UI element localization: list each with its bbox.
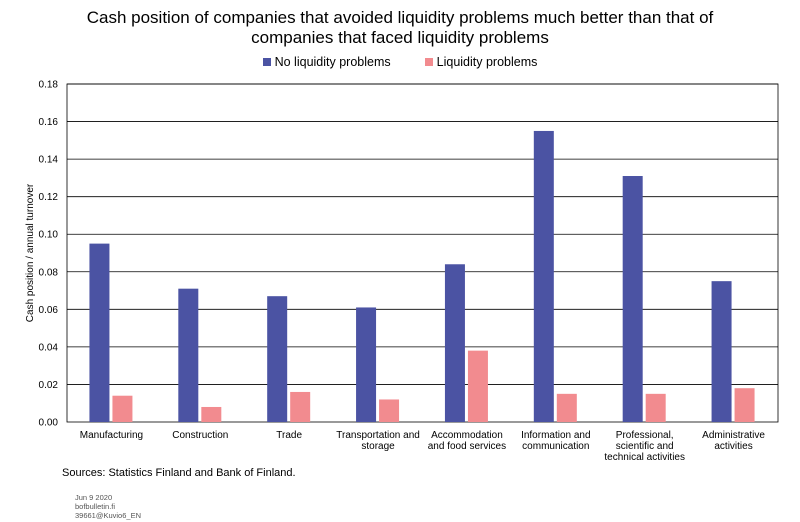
category-label: and food services xyxy=(428,441,506,452)
category-label: communication xyxy=(522,441,589,452)
bar-no-liquidity-problems-5 xyxy=(533,130,554,422)
chart-title-line-1: Cash position of companies that avoided … xyxy=(86,8,714,27)
category-label: Construction xyxy=(172,430,228,441)
legend-label-no-liquidity-problems: No liquidity problems xyxy=(274,55,391,69)
category-label: Administrative xyxy=(702,430,765,441)
y-tick-label: 0.18 xyxy=(39,80,59,91)
bar-liquidity-problems-0 xyxy=(112,395,133,422)
bar-liquidity-problems-3 xyxy=(379,399,400,422)
bar-no-liquidity-problems-0 xyxy=(89,243,110,422)
y-tick-label: 0.12 xyxy=(39,192,59,203)
legend-swatch-liquidity-problems xyxy=(424,58,433,66)
category-label: Information and xyxy=(521,430,591,441)
category-label: technical activities xyxy=(604,452,685,463)
chart-title-line-2: companies that faced liquidity problems xyxy=(251,28,549,47)
bar-no-liquidity-problems-7 xyxy=(711,281,732,422)
bar-no-liquidity-problems-6 xyxy=(622,176,643,422)
category-label: activities xyxy=(714,441,752,452)
bar-liquidity-problems-2 xyxy=(290,391,311,422)
source-note: Sources: Statistics Finland and Bank of … xyxy=(62,467,296,479)
meta-date: Jun 9 2020 xyxy=(75,493,113,502)
y-tick-label: 0.10 xyxy=(39,230,59,241)
y-tick-label: 0.00 xyxy=(39,418,59,429)
meta-code: 39661@Kuvio6_EN xyxy=(75,511,141,520)
y-tick-label: 0.16 xyxy=(39,117,59,128)
bar-no-liquidity-problems-4 xyxy=(444,264,465,422)
meta-info: Jun 9 2020 bofbulletin.fi 39661@Kuvio6_E… xyxy=(75,493,141,520)
y-tick-label: 0.14 xyxy=(39,155,59,166)
meta-site: bofbulletin.fi xyxy=(75,502,116,511)
bar-liquidity-problems-6 xyxy=(645,393,666,422)
category-label: Accommodation xyxy=(431,430,503,441)
bar-liquidity-problems-5 xyxy=(556,393,577,422)
legend: No liquidity problems Liquidity problems xyxy=(0,55,800,69)
y-axis-label: Cash position / annual turnover xyxy=(25,183,36,322)
y-tick-label: 0.04 xyxy=(39,342,59,353)
category-label: Transportation and xyxy=(336,430,420,441)
y-tick-label: 0.06 xyxy=(39,305,59,316)
category-label: Manufacturing xyxy=(80,430,143,441)
chart-title: Cash position of companies that avoided … xyxy=(60,8,740,48)
bar-liquidity-problems-7 xyxy=(734,388,755,422)
legend-item-liquidity-problems: Liquidity problems xyxy=(424,55,538,69)
category-label: Trade xyxy=(276,430,302,441)
y-tick-label: 0.02 xyxy=(39,380,59,391)
bar-liquidity-problems-1 xyxy=(201,406,222,422)
legend-label-liquidity-problems: Liquidity problems xyxy=(436,55,538,69)
bar-no-liquidity-problems-3 xyxy=(356,307,377,422)
bar-no-liquidity-problems-2 xyxy=(267,296,288,422)
bar-liquidity-problems-4 xyxy=(467,350,488,422)
legend-swatch-no-liquidity-problems xyxy=(262,58,271,66)
legend-item-no-liquidity-problems: No liquidity problems xyxy=(262,55,391,69)
category-label: scientific and xyxy=(616,441,674,452)
plot-area-frame xyxy=(66,83,779,423)
y-tick-label: 0.08 xyxy=(39,267,59,278)
category-label: Professional, xyxy=(616,430,674,441)
category-label: storage xyxy=(361,441,395,452)
bar-no-liquidity-problems-1 xyxy=(178,288,199,422)
